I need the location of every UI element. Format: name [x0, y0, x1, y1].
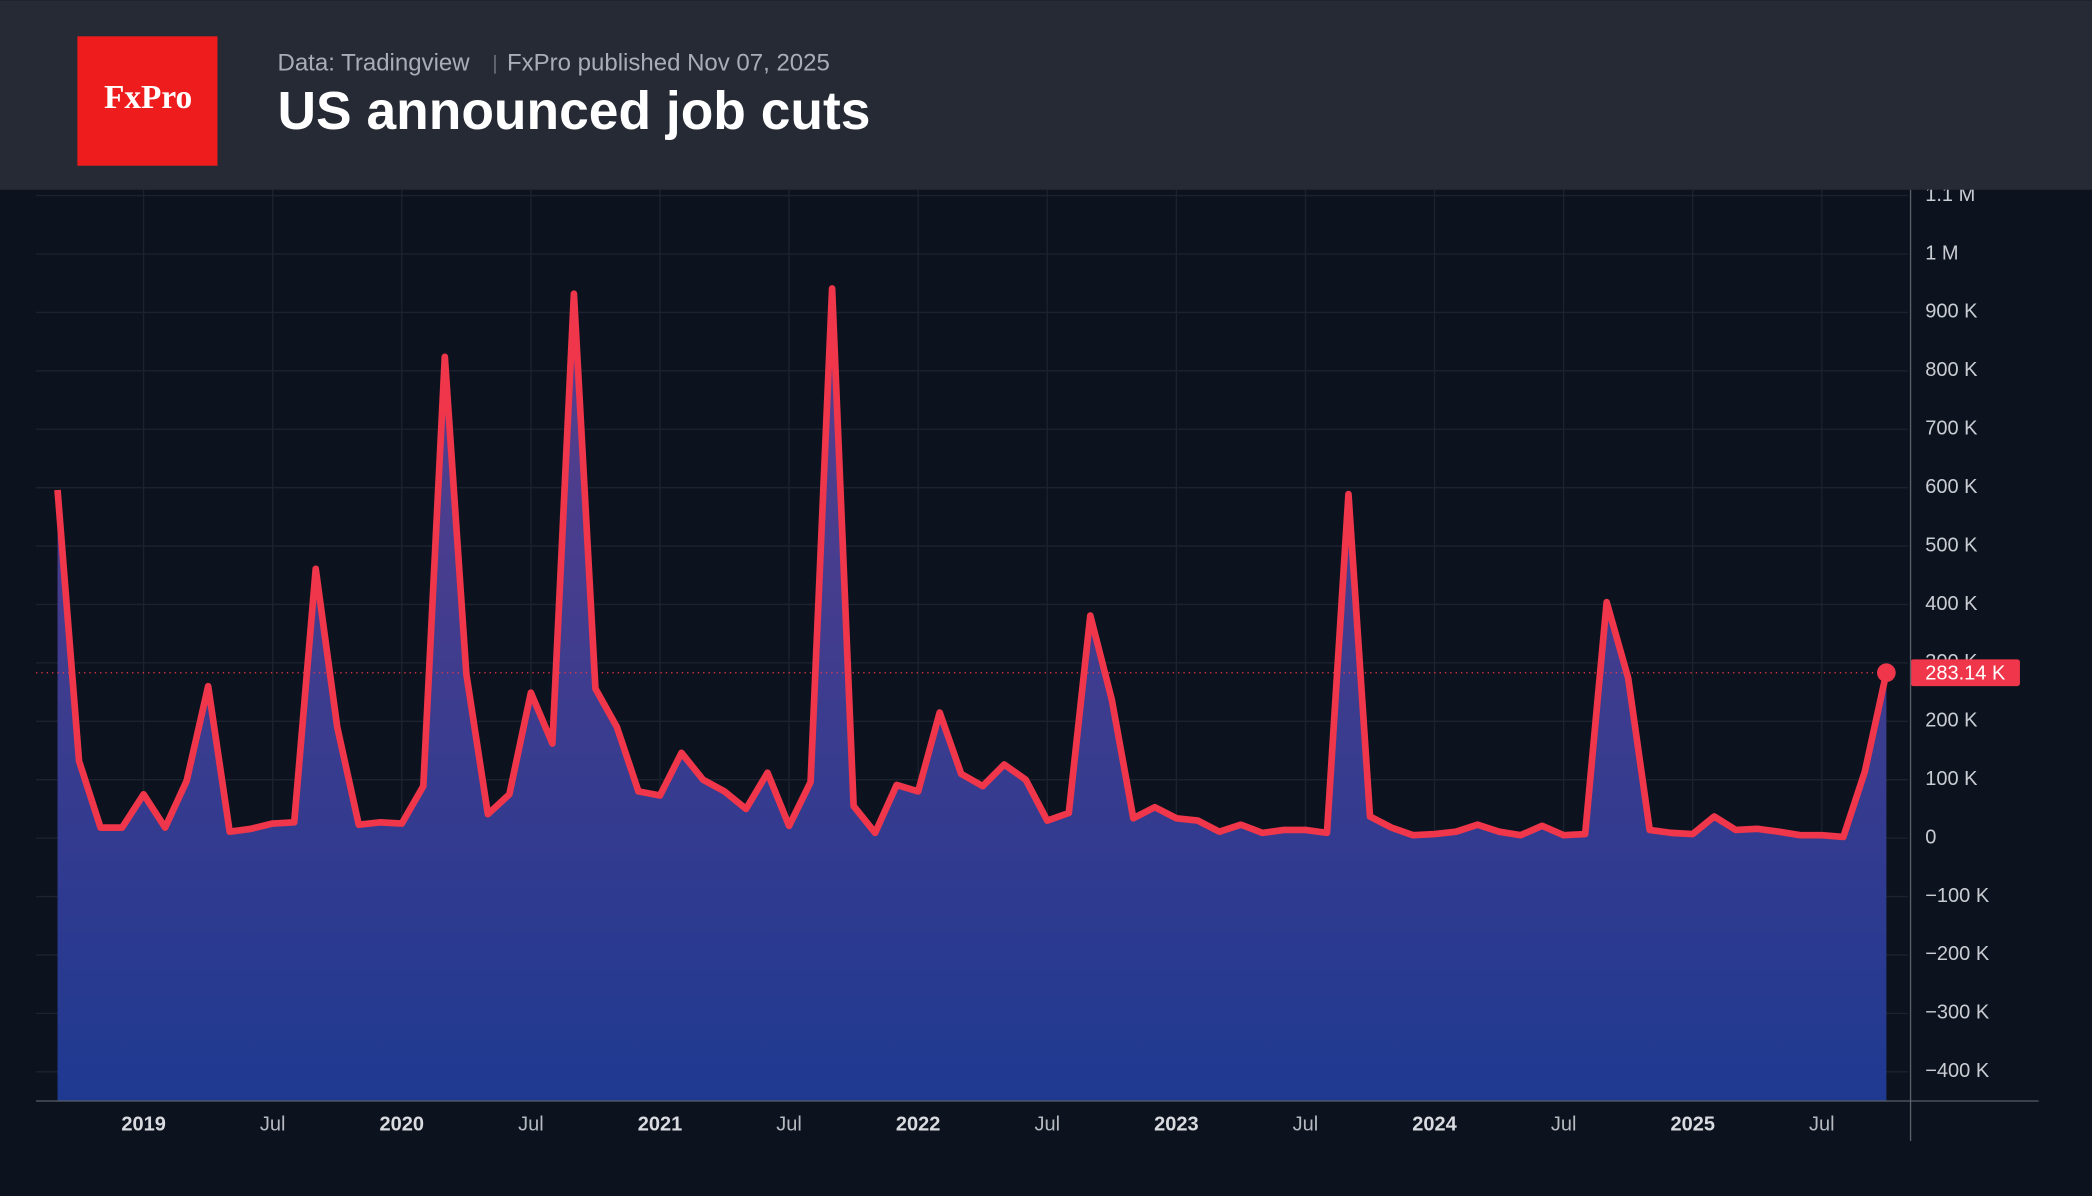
- logo-box: [77, 36, 218, 166]
- title: US announced job cuts: [278, 82, 871, 141]
- x-tick-label: 2024: [1412, 1113, 1457, 1135]
- y-tick-label: 500 K: [1925, 534, 1978, 556]
- source: Data: Tradingview: [278, 50, 471, 77]
- x-tick-label: 2019: [121, 1113, 166, 1135]
- header: FxPro Data: Tradingview FxPro published …: [0, 0, 2092, 190]
- y-tick-label: 600 K: [1925, 476, 1978, 498]
- x-tick-label: Jul: [1551, 1113, 1577, 1135]
- header-bar: [0, 0, 2092, 190]
- y-tick-label: 800 K: [1925, 359, 1978, 381]
- y-tick-label: 200 K: [1925, 710, 1978, 732]
- y-tick-label: 0: [1925, 826, 1936, 848]
- y-tick-label: 700 K: [1925, 418, 1978, 440]
- logo: FxPro: [104, 79, 192, 116]
- last-value-label: 283.14 K: [1925, 662, 2006, 684]
- y-tick-label: 1 M: [1925, 242, 1958, 264]
- y-tick-label: −200 K: [1925, 943, 1990, 965]
- y-tick-label: −400 K: [1925, 1060, 1990, 1082]
- y-tick-label: −300 K: [1925, 1002, 1990, 1024]
- x-tick-label: Jul: [776, 1113, 802, 1135]
- y-tick-label: −100 K: [1925, 885, 1990, 907]
- area-fill: [57, 288, 1887, 1101]
- x-tick-label: Jul: [1809, 1113, 1835, 1135]
- published: FxPro published Nov 07, 2025: [507, 50, 830, 77]
- line: [54, 285, 1890, 841]
- x-tick-label: 2023: [1154, 1113, 1199, 1135]
- x-tick-label: Jul: [1293, 1113, 1319, 1135]
- x-tick-label: 2025: [1670, 1113, 1715, 1135]
- x-tick-label: 2022: [896, 1113, 940, 1135]
- y-tick-label: 100 K: [1925, 768, 1978, 790]
- y-tick-label: 400 K: [1925, 593, 1978, 615]
- x-tick-label: Jul: [518, 1113, 544, 1135]
- x-tick-label: 2021: [638, 1113, 683, 1135]
- x-tick-label: Jul: [260, 1113, 286, 1135]
- last-point: [1877, 663, 1896, 683]
- x-tick-label: 2020: [380, 1113, 425, 1135]
- last-value-box: [1910, 659, 2020, 687]
- x-tick-label: Jul: [1034, 1113, 1060, 1135]
- y-tick-label: 900 K: [1925, 301, 1978, 323]
